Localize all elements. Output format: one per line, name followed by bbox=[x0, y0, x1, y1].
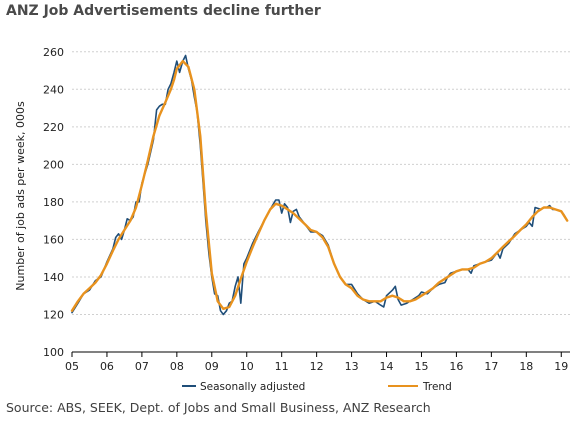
x-tick-label: 19 bbox=[554, 360, 568, 373]
x-tick-label: 13 bbox=[345, 360, 359, 373]
y-tick-label: 160 bbox=[43, 233, 64, 246]
legend: Seasonally adjusted Trend bbox=[182, 381, 452, 393]
chart-title: ANZ Job Advertisements decline further bbox=[6, 3, 321, 19]
x-tick-label: 12 bbox=[310, 360, 324, 373]
x-tick-label: 11 bbox=[275, 360, 289, 373]
gridlines bbox=[72, 51, 570, 315]
x-tick-label: 18 bbox=[519, 360, 533, 373]
y-tick-label: 100 bbox=[43, 346, 64, 359]
x-tick-label: 15 bbox=[414, 360, 428, 373]
series-seasonally-adjusted-line bbox=[71, 54, 568, 316]
y-tick-label: 240 bbox=[43, 83, 64, 96]
series-layer bbox=[70, 54, 569, 316]
x-tick-label: 07 bbox=[135, 360, 149, 373]
x-axis-ticks: 05 06 07 08 09 10 11 12 13 14 15 16 17 18 19 bbox=[65, 352, 568, 373]
series-trend-line bbox=[70, 59, 569, 312]
y-axis-label: Number of job ads per week, 000s bbox=[14, 101, 27, 291]
y-tick-label: 260 bbox=[43, 46, 64, 59]
x-tick-label: 16 bbox=[449, 360, 463, 373]
x-tick-label: 14 bbox=[380, 360, 394, 373]
y-tick-label: 180 bbox=[43, 196, 64, 209]
x-tick-label: 06 bbox=[100, 360, 114, 373]
legend-label-seasonally-adjusted: Seasonally adjusted bbox=[200, 381, 305, 393]
y-tick-label: 200 bbox=[43, 158, 64, 171]
source-note: Source: ABS, SEEK, Dept. of Jobs and Sma… bbox=[6, 400, 431, 415]
y-tick-label: 120 bbox=[43, 308, 64, 321]
y-tick-label: 220 bbox=[43, 121, 64, 134]
x-tick-label: 10 bbox=[240, 360, 254, 373]
x-tick-label: 09 bbox=[205, 360, 219, 373]
legend-label-trend: Trend bbox=[422, 381, 452, 393]
y-axis-ticks: 100 120 140 160 180 200 220 240 260 bbox=[43, 46, 64, 359]
y-tick-label: 140 bbox=[43, 271, 64, 284]
x-tick-label: 05 bbox=[65, 360, 79, 373]
x-tick-label: 08 bbox=[170, 360, 184, 373]
x-tick-label: 17 bbox=[484, 360, 498, 373]
